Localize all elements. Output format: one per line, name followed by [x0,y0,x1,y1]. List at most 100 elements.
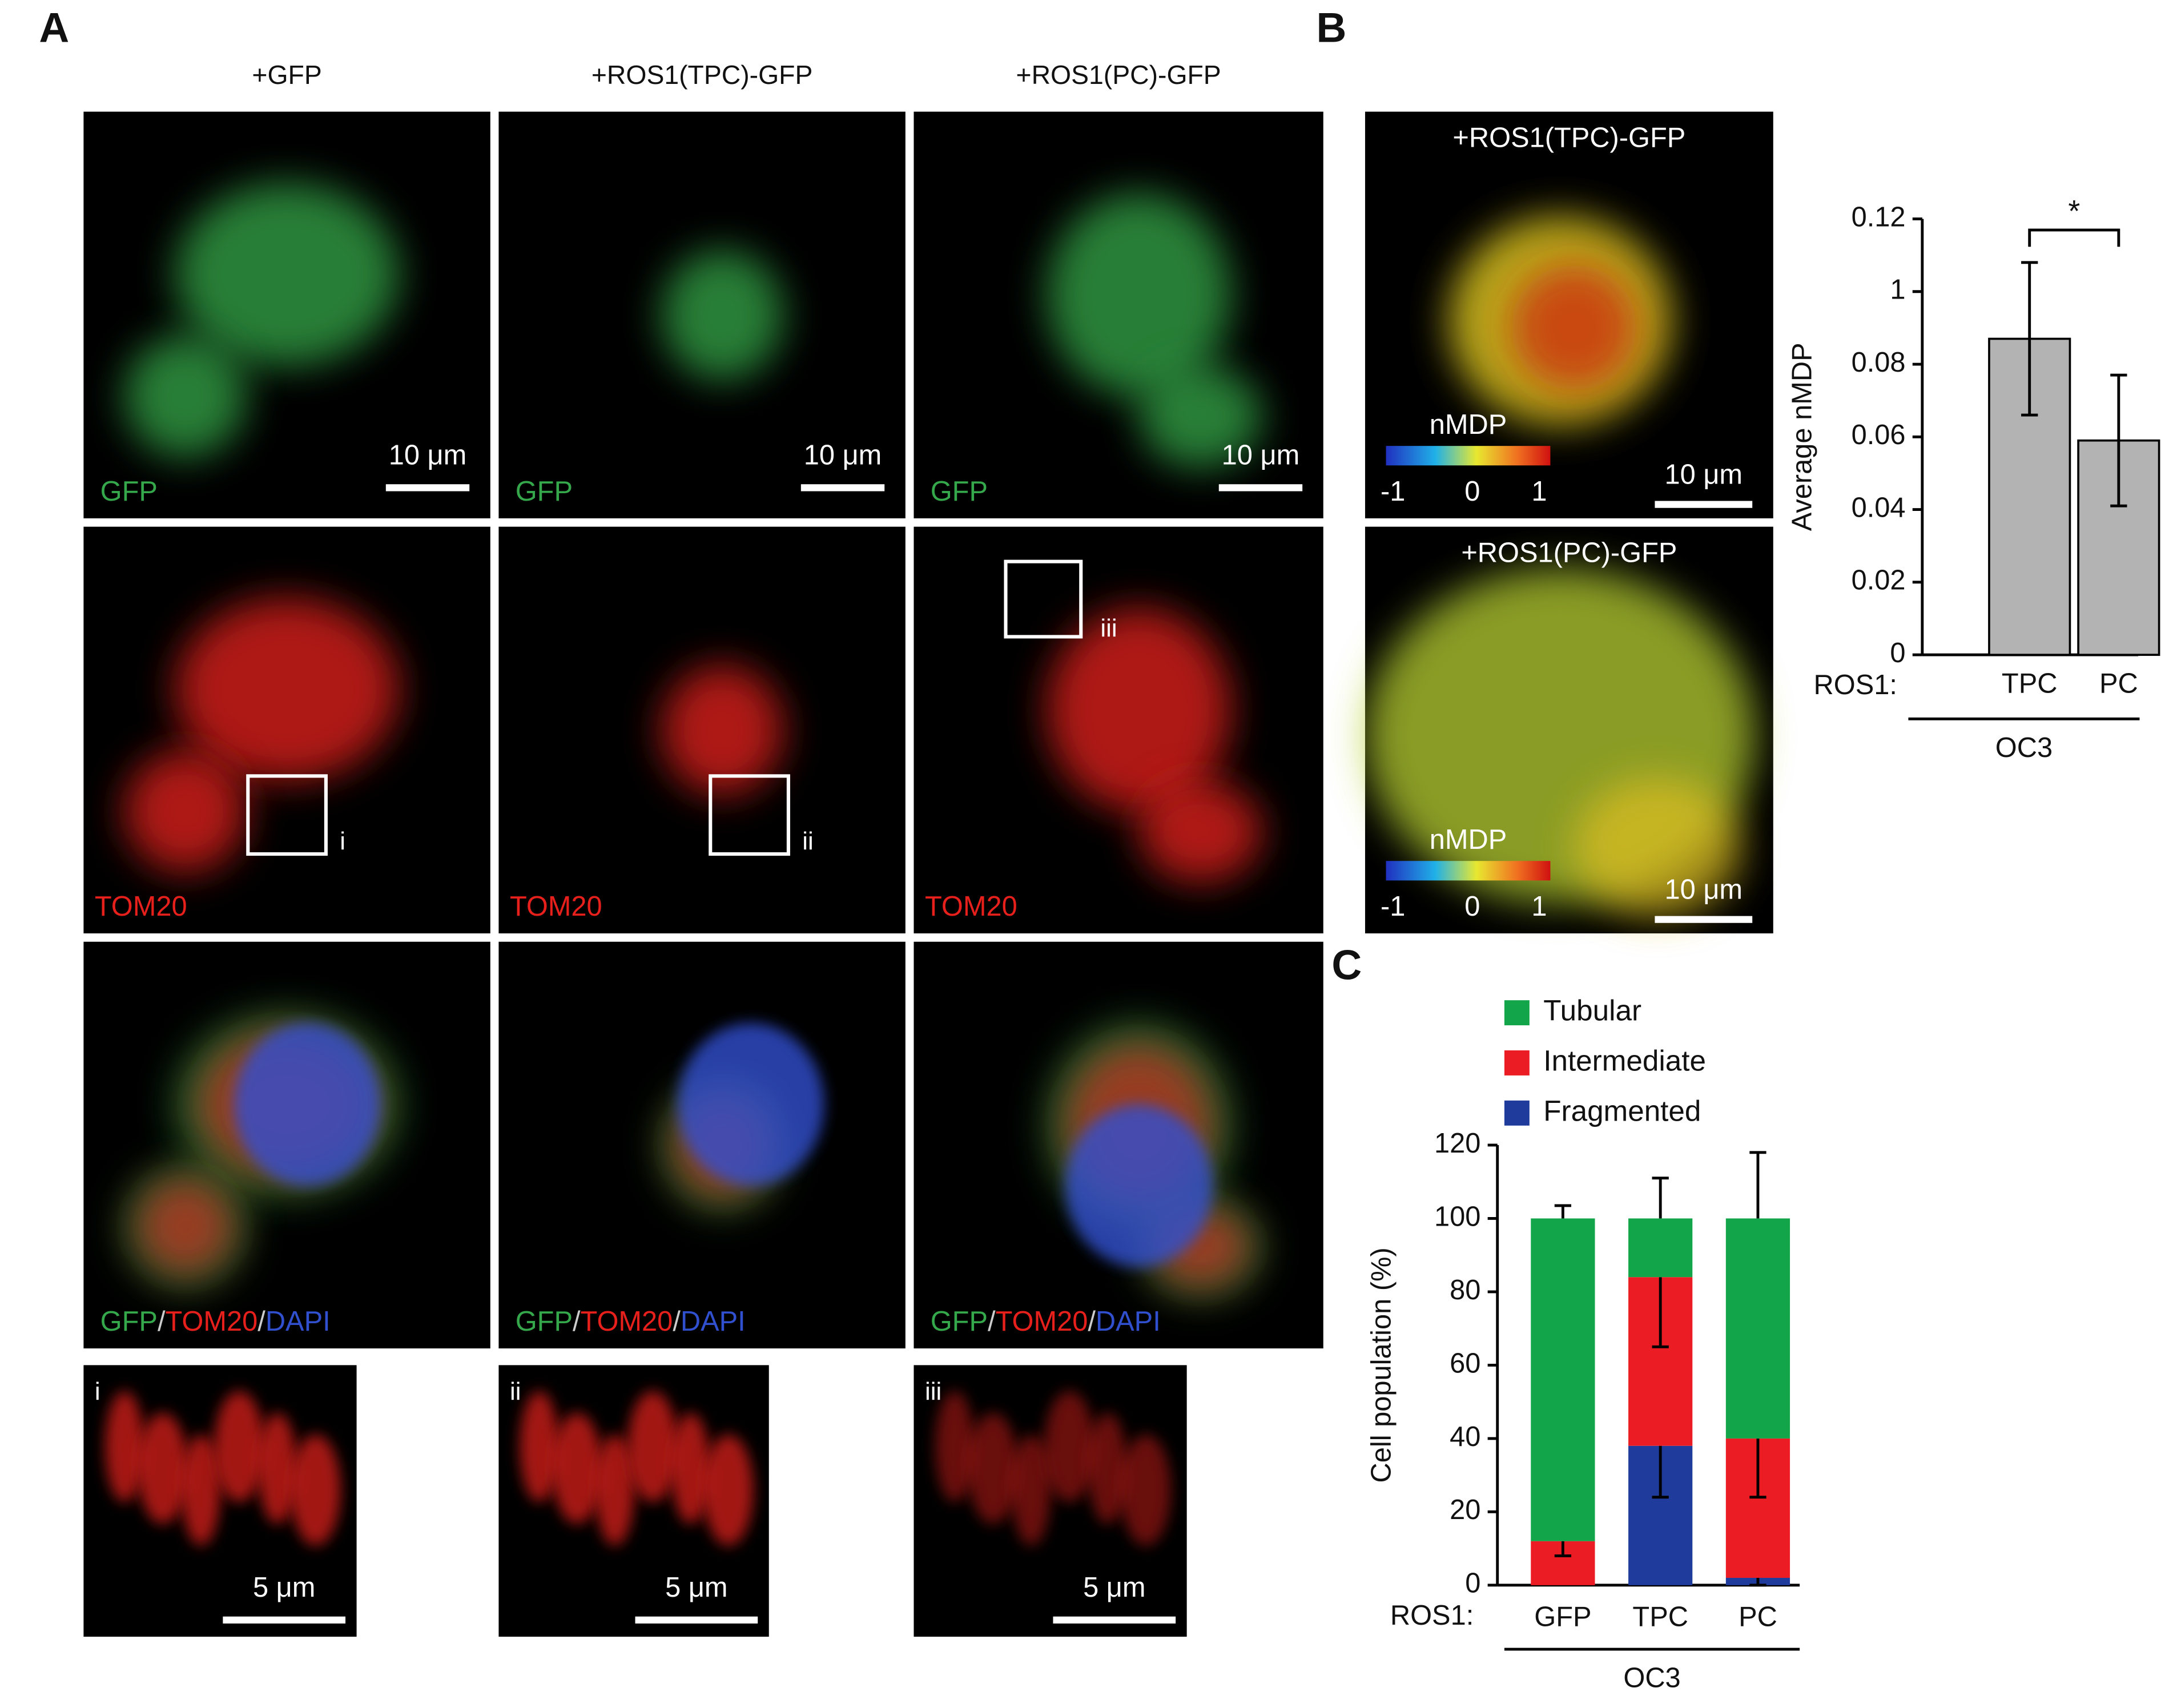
legend-label: Intermediate [1543,1044,1706,1077]
channel-label-part: DAPI [1096,1306,1161,1337]
mito-signal [257,1412,297,1524]
panel-letter: C [1331,941,1362,988]
channel-label: GFP [100,476,158,507]
significance-bracket [2028,228,2120,247]
x-prefix-label: ROS1: [1390,1600,1474,1631]
channel-label: TOM20 [510,891,602,922]
channel-label-part: TOM20 [996,1306,1088,1337]
y-tick-label: 120 [1434,1128,1480,1159]
colorbar-tick-label: 1 [1531,891,1547,922]
bar [1988,337,2071,656]
bar [2077,439,2160,656]
channel-label: TOM20 [925,891,1017,922]
mito-signal [627,1391,678,1502]
x-prefix-label: ROS1: [1814,670,1897,700]
mito-signal [935,1391,975,1502]
column-title: +GFP [252,60,321,90]
bar-segment [1531,1218,1595,1541]
legend-swatch [1504,1100,1530,1126]
scale-bar-label: 10 μm [804,440,882,471]
channel-label-part: / [158,1306,166,1337]
channel-label-part: DAPI [681,1306,746,1337]
colorbar [1386,446,1551,466]
channel-label: GFP/TOM20/DAPI [100,1306,331,1337]
scale-bar-label: 5 μm [1083,1572,1145,1603]
mito-signal [968,1412,1019,1524]
column-title: +ROS1(TPC)-GFP [591,60,813,90]
channel-label-part: / [257,1306,265,1337]
inset-label: iii [925,1377,941,1405]
mito-signal [1088,1412,1128,1524]
channel-label-part: / [573,1306,581,1337]
panel-letter: B [1317,4,1347,51]
y-tick-label: 0.12 [1852,202,1906,232]
colorbar-tick-label: 0 [1464,891,1480,922]
mito-signal [552,1412,602,1524]
channel-label-part: GFP [100,1306,158,1337]
y-tick-label: 80 [1450,1275,1480,1306]
colorbar-tick-label: -1 [1381,476,1405,507]
mito-signal [181,1434,221,1546]
legend-swatch [1504,1050,1530,1075]
x-tick-label: PC [1739,1601,1777,1632]
y-tick-label: 1 [1890,275,1905,305]
x-tick-label: TPC [2002,668,2058,699]
legend-label: Tubular [1543,994,1641,1027]
y-tick-label: 40 [1450,1421,1480,1452]
cell-signal [1047,193,1232,397]
mito-signal [520,1391,559,1502]
y-tick-label: 0 [1890,638,1905,668]
y-tick-label: 0.04 [1852,492,1906,523]
channel-label-part: GFP [931,1306,988,1337]
mito-signal [671,1412,710,1524]
mito-signal [1011,1434,1051,1546]
scale-bar-label: 10 μm [1665,875,1743,905]
cell-signal [175,183,399,366]
group-label: OC3 [1995,732,2053,763]
channel-label-part: / [1088,1306,1096,1337]
bar-segment [1628,1218,1693,1278]
x-tick-label: GFP [1534,1601,1591,1632]
x-tick-label: TPC [1632,1601,1688,1632]
cell-signal [124,750,247,873]
y-tick-label: 60 [1450,1348,1480,1379]
cell-signal [1138,780,1262,883]
bar-segment [1725,1218,1790,1439]
mito-signal [595,1434,635,1546]
x-tick-label: PC [2099,668,2138,699]
panel-letter: A [39,4,69,51]
scale-bar-label: 5 μm [253,1572,315,1603]
cell-signal [1047,608,1232,812]
inset-label: i [340,827,345,855]
y-tick-label: 0 [1465,1568,1480,1599]
cell-signal [136,1177,234,1275]
column-title: +ROS1(PC)-GFP [1016,60,1221,90]
y-axis-label: Average nMDP [1786,343,1817,531]
cell-signal [1138,365,1262,468]
image-title: +ROS1(TPC)-GFP [1452,122,1685,153]
colorbar-label: nMDP [1430,409,1507,440]
colorbar-tick-label: 0 [1464,476,1480,507]
channel-label-part: / [673,1306,681,1337]
y-tick-label: 0.02 [1852,565,1906,596]
inset-label: ii [510,1377,521,1405]
legend-swatch [1504,1000,1530,1026]
scale-bar-label: 10 μm [389,440,467,471]
y-tick-label: 100 [1434,1201,1480,1232]
mito-signal [1121,1434,1171,1546]
inset-label: iii [1100,614,1117,642]
cell-signal [124,335,247,458]
mito-signal [104,1391,144,1502]
channel-label-part: / [988,1306,996,1337]
colorbar-label: nMDP [1430,824,1507,855]
scale-bar-label: 10 μm [1665,460,1743,490]
y-tick-label: 20 [1450,1494,1480,1525]
mito-signal [138,1412,188,1524]
mito-signal [214,1391,264,1502]
mito-signal [703,1434,754,1546]
inset-box [709,774,790,856]
y-tick-label: 0.06 [1852,420,1906,450]
channel-label: GFP [931,476,988,507]
